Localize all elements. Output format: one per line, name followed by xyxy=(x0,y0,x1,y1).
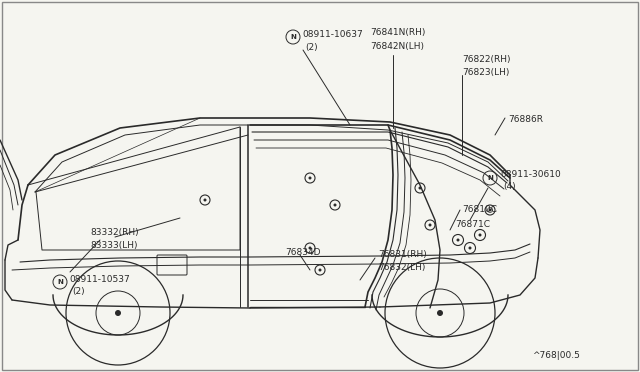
Text: 76822(RH): 76822(RH) xyxy=(462,55,511,64)
Text: 76810C: 76810C xyxy=(462,205,497,214)
Circle shape xyxy=(115,310,121,316)
Circle shape xyxy=(204,199,207,202)
Circle shape xyxy=(468,247,472,250)
Text: (4): (4) xyxy=(503,182,516,191)
Text: N: N xyxy=(487,175,493,181)
Text: (2): (2) xyxy=(72,287,84,296)
Circle shape xyxy=(479,234,481,237)
Text: 76841N(RH): 76841N(RH) xyxy=(370,28,426,37)
Text: 08911-10637: 08911-10637 xyxy=(302,30,363,39)
Circle shape xyxy=(456,238,460,241)
Text: 76832(LH): 76832(LH) xyxy=(378,263,426,272)
Text: N: N xyxy=(290,34,296,40)
Text: (2): (2) xyxy=(305,43,317,52)
Text: 76842N(LH): 76842N(LH) xyxy=(370,42,424,51)
Circle shape xyxy=(419,186,422,189)
Text: N: N xyxy=(57,279,63,285)
Circle shape xyxy=(333,203,337,206)
Circle shape xyxy=(308,247,312,250)
Circle shape xyxy=(319,269,321,272)
Text: 76834D: 76834D xyxy=(285,248,321,257)
Text: 08911-30610: 08911-30610 xyxy=(500,170,561,179)
Text: 83333(LH): 83333(LH) xyxy=(90,241,138,250)
Text: 76886R: 76886R xyxy=(508,115,543,124)
Text: 08911-10537: 08911-10537 xyxy=(69,275,130,284)
Circle shape xyxy=(437,310,443,316)
Text: 83332(RH): 83332(RH) xyxy=(90,228,139,237)
Text: 76823(LH): 76823(LH) xyxy=(462,68,509,77)
FancyBboxPatch shape xyxy=(157,255,187,275)
Text: 76871C: 76871C xyxy=(455,220,490,229)
Text: ^768|00.5: ^768|00.5 xyxy=(532,351,580,360)
Circle shape xyxy=(488,208,492,212)
Circle shape xyxy=(308,176,312,180)
Text: 76831(RH): 76831(RH) xyxy=(378,250,427,259)
Circle shape xyxy=(429,224,431,227)
